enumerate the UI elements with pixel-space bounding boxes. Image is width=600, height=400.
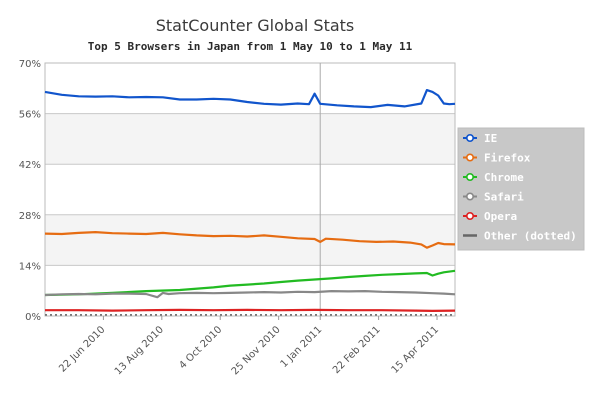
- plot-frame: [44, 62, 456, 317]
- plot-bands: [45, 63, 455, 316]
- series-line-safari: [44, 290, 456, 299]
- y-tick-label: 0%: [25, 312, 41, 323]
- x-tick-label: 1 Jan 2011: [279, 324, 325, 370]
- legend-label-safari[interactable]: Safari: [484, 191, 524, 204]
- plot-band: [45, 214, 455, 266]
- x-tick-label: 25 Nov 2010: [230, 324, 283, 377]
- series-line-firefox: [44, 231, 456, 249]
- plot-band: [45, 113, 455, 165]
- series-line-chrome: [44, 269, 456, 297]
- chart-title: StatCounter Global Stats: [156, 16, 355, 35]
- x-tick-label: 22 Jun 2010: [57, 324, 107, 374]
- legend-marker-safari: [465, 192, 474, 201]
- legend[interactable]: IE Firefox Chrome Safari Opera Other (dotted): [457, 127, 585, 251]
- x-tick-label: 4 Oct 2010: [177, 324, 224, 371]
- plot-grid: [44, 62, 456, 317]
- x-tick-label: 22 Feb 2011: [331, 324, 383, 376]
- legend-label-ie[interactable]: IE: [484, 132, 497, 145]
- x-tick-label: 13 Aug 2010: [113, 324, 166, 377]
- y-tick-label: 42%: [19, 160, 41, 171]
- y-tick-label: 14%: [19, 261, 41, 272]
- x-tick-label: 15 Apr 2011: [390, 324, 442, 376]
- y-tick-label: 70%: [19, 59, 41, 70]
- legend-label-firefox[interactable]: Firefox: [484, 152, 531, 165]
- legend-label-opera[interactable]: Opera: [484, 210, 517, 223]
- series-line-opera: [45, 308, 456, 312]
- series-lines: [44, 88, 456, 316]
- y-tick-label: 56%: [19, 110, 41, 121]
- plot-band: [45, 265, 455, 316]
- legend-label-other-dotted[interactable]: Other (dotted): [484, 230, 577, 243]
- legend-marker-opera: [465, 212, 474, 221]
- y-axis-labels: 0% 14% 28% 42% 56% 70%: [19, 59, 41, 323]
- legend-box: [457, 127, 585, 251]
- plot-band: [45, 164, 455, 215]
- chart-subtitle: Top 5 Browsers in Japan from 1 May 10 to…: [88, 40, 413, 53]
- x-axis-labels: 22 Jun 2010 13 Aug 2010 4 Oct 2010 25 Nov 2…: [57, 316, 441, 377]
- legend-label-chrome[interactable]: Chrome: [484, 171, 524, 184]
- legend-marker-chrome: [465, 173, 474, 182]
- y-tick-label: 28%: [19, 211, 41, 222]
- legend-marker-ie: [465, 134, 474, 143]
- series-line-ie: [44, 88, 456, 109]
- legend-marker-firefox: [465, 153, 474, 162]
